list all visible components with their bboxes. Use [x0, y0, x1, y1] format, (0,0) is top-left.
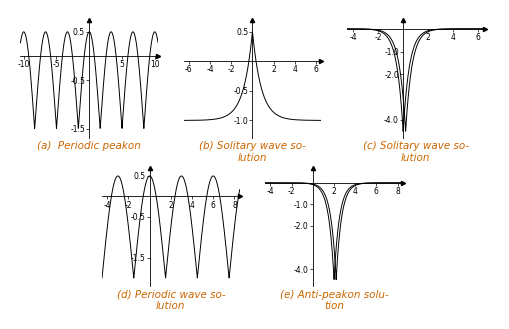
- Text: (d) Periodic wave so-
lution: (d) Periodic wave so- lution: [117, 290, 224, 311]
- Text: (b) Solitary wave so-
lution: (b) Solitary wave so- lution: [199, 141, 305, 163]
- Text: (c) Solitary wave so-
lution: (c) Solitary wave so- lution: [362, 141, 468, 163]
- Text: (a)  Periodic peakon: (a) Periodic peakon: [37, 141, 141, 151]
- Text: (e) Anti-peakon solu-
tion: (e) Anti-peakon solu- tion: [279, 290, 388, 311]
